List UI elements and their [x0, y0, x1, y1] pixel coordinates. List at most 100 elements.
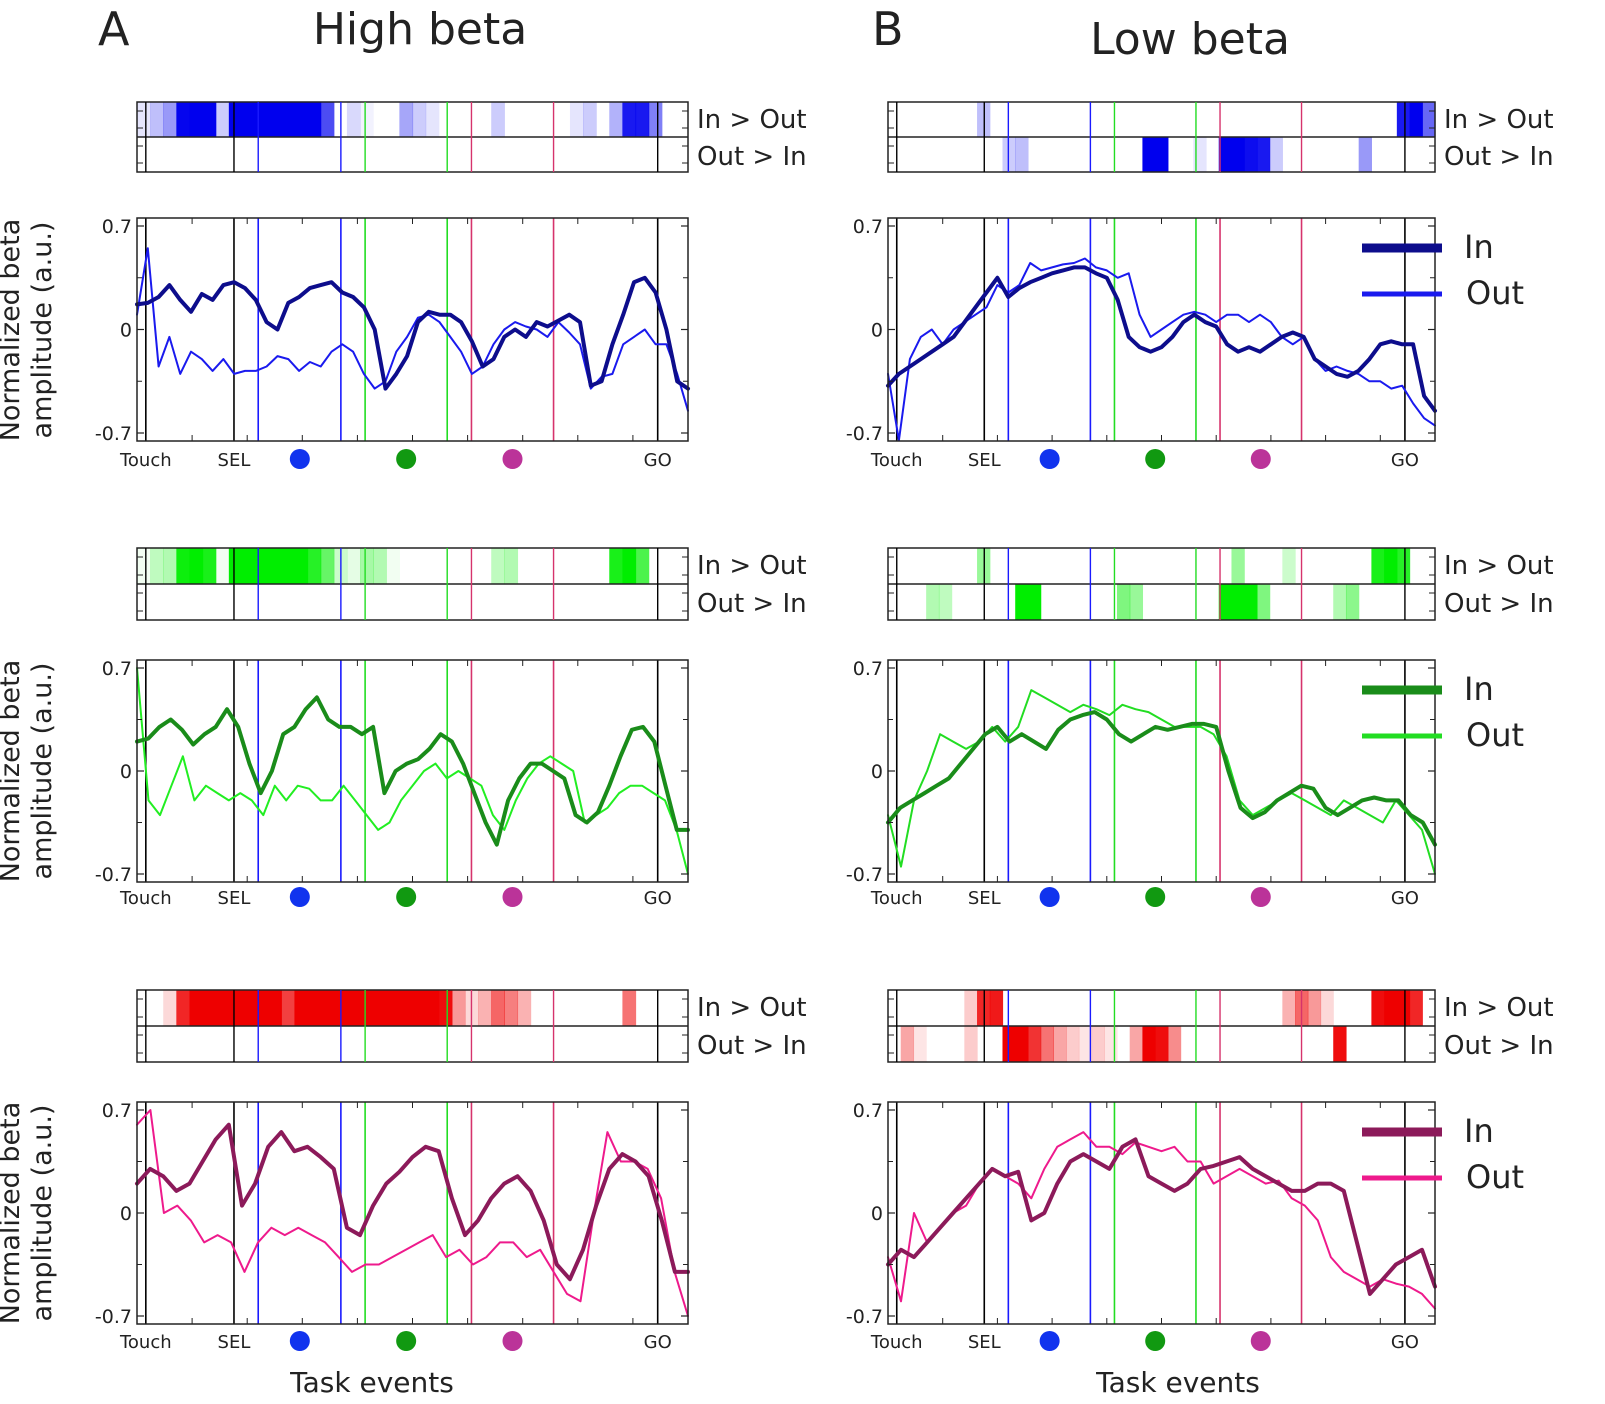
sig-in-gt-out-bin [255, 990, 269, 1026]
legend-label-in-b2: In [1464, 670, 1494, 708]
event-marker-dot [289, 887, 310, 907]
sig-in-gt-out-bin [294, 548, 309, 584]
series-line-out [887, 689, 1436, 875]
sig-in-gt-out-bin [255, 548, 269, 584]
y-axis-label-line: Normalized beta [0, 659, 26, 883]
event-marker-dot [1250, 1331, 1271, 1351]
y-tick-label: -0.7 [95, 423, 132, 445]
series-line-out [136, 667, 689, 875]
y-tick-label: 0 [120, 320, 132, 342]
sig-in-gt-out-bin [609, 548, 624, 584]
legend-label-out-b3: Out [1466, 1158, 1525, 1196]
plot-frame [887, 1101, 1436, 1325]
legend-label-in-b1: In [1464, 228, 1494, 266]
sig-out-gt-in-bin [1231, 137, 1245, 172]
sig-in-gt-out-bin [228, 990, 243, 1026]
sig-in-gt-out-bin [163, 548, 177, 584]
sig-label-in-gt-out-a1: In > Out [697, 105, 807, 135]
sig-label-out-gt-in-a2: Out > In [697, 589, 807, 619]
sig-in-gt-out-bin [412, 990, 427, 1026]
x-tick-label: Touch [119, 888, 172, 909]
y-tick-label: -0.7 [95, 864, 132, 886]
sig-in-gt-out-bin [964, 990, 978, 1026]
sig-in-gt-out-bin [1371, 990, 1385, 1026]
sig-label-in-gt-out-b1: In > Out [1444, 105, 1554, 135]
sig-out-gt-in-bin [1269, 137, 1283, 172]
x-tick-label: GO [1391, 888, 1419, 909]
sig-in-gt-out-bin [504, 548, 519, 584]
y-axis-label-line: amplitude (a.u.) [27, 1104, 58, 1322]
sig-label-out-gt-in-b2: Out > In [1444, 589, 1554, 619]
sig-out-gt-in-bin [1015, 1026, 1029, 1062]
sig-in-gt-out-bin [1384, 990, 1398, 1026]
y-tick-label: 0.7 [853, 658, 883, 680]
sig-label-in-gt-out-a3: In > Out [697, 993, 807, 1023]
legend-label-out-b1: Out [1466, 274, 1525, 312]
sig-in-gt-out-bin [491, 548, 505, 584]
sig-out-gt-in-bin [1053, 1026, 1067, 1062]
sig-out-gt-in-bin [1129, 584, 1144, 620]
event-marker-dot [289, 1331, 310, 1351]
y-tick-label: -0.7 [846, 1306, 883, 1328]
sig-out-gt-in-bin [913, 1026, 927, 1062]
sig-in-gt-out-bin [451, 990, 466, 1026]
panel-b-title: Low beta [1090, 14, 1290, 65]
event-marker-dot [502, 1331, 523, 1351]
sig-out-gt-in-bin [1244, 584, 1258, 620]
sig-out-gt-in-bin [1002, 1026, 1016, 1062]
y-axis-label-a2: Normalized beta amplitude (a.u.) [0, 651, 59, 891]
sig-label-in-gt-out-b3: In > Out [1444, 993, 1554, 1023]
sig-in-gt-out-bin [307, 102, 322, 137]
series-line-in [135, 275, 690, 391]
sig-in-gt-out-bin [150, 102, 164, 137]
y-tick-label: 0 [120, 761, 132, 783]
sig-in-gt-out-bin [425, 102, 440, 137]
sig-in-gt-out-bin [320, 548, 335, 584]
event-marker-dot [1250, 887, 1271, 907]
event-marker-dot [1250, 449, 1271, 469]
sig-in-gt-out-bin [1396, 990, 1411, 1026]
sig-out-gt-in-bin [1167, 1026, 1182, 1062]
y-tick-label: 0 [871, 320, 883, 342]
sig-in-gt-out-bin [320, 990, 335, 1026]
sig-in-gt-out-bin [622, 990, 637, 1026]
sig-in-gt-out-bin [202, 990, 217, 1026]
sig-in-gt-out-bin [517, 990, 532, 1026]
sig-in-gt-out-bin [189, 102, 204, 137]
sig-out-gt-in-bin [1078, 1026, 1093, 1062]
sig-in-gt-out-bin [176, 990, 191, 1026]
y-axis-label-line: amplitude (a.u.) [27, 662, 58, 880]
sig-label-out-gt-in-b3: Out > In [1444, 1031, 1554, 1061]
event-marker-dot [1039, 887, 1060, 907]
legend-label-in-b3: In [1464, 1112, 1494, 1150]
event-marker-dot [1145, 1331, 1166, 1351]
sig-in-gt-out-bin [137, 548, 151, 584]
event-marker-dot [396, 1331, 417, 1351]
y-tick-label: 0 [120, 1203, 132, 1225]
series-line-in [886, 710, 1437, 847]
sig-in-gt-out-bin [176, 548, 191, 584]
x-tick-label: SEL [968, 1332, 1001, 1353]
x-tick-label: Touch [870, 450, 923, 471]
sig-in-gt-out-bin [228, 102, 243, 137]
event-marker-dot [396, 887, 417, 907]
x-tick-label: SEL [968, 450, 1001, 471]
sig-out-gt-in-bin [1040, 1026, 1054, 1062]
sig-out-gt-in-bin [1116, 584, 1131, 620]
event-marker-dot [1039, 449, 1060, 469]
sig-in-gt-out-bin [320, 102, 335, 137]
sig-in-gt-out-bin [373, 990, 387, 1026]
sig-out-gt-in-bin [1333, 584, 1347, 620]
series-line-in [886, 265, 1437, 413]
sig-in-gt-out-bin [989, 990, 1004, 1026]
panel-b-xlabel: Task events [1096, 1366, 1260, 1399]
sig-label-out-gt-in-b1: Out > In [1444, 142, 1554, 172]
sig-in-gt-out-bin [176, 102, 191, 137]
sig-out-gt-in-bin [1244, 137, 1258, 172]
chart-b1: 0.7 0 -0.7 Touch SEL GO [846, 101, 1442, 471]
sig-in-gt-out-bin [241, 548, 256, 584]
sig-in-gt-out-bin [189, 990, 204, 1026]
event-marker-dot [1039, 1331, 1060, 1351]
legend-label-out-b2: Out [1466, 716, 1525, 754]
